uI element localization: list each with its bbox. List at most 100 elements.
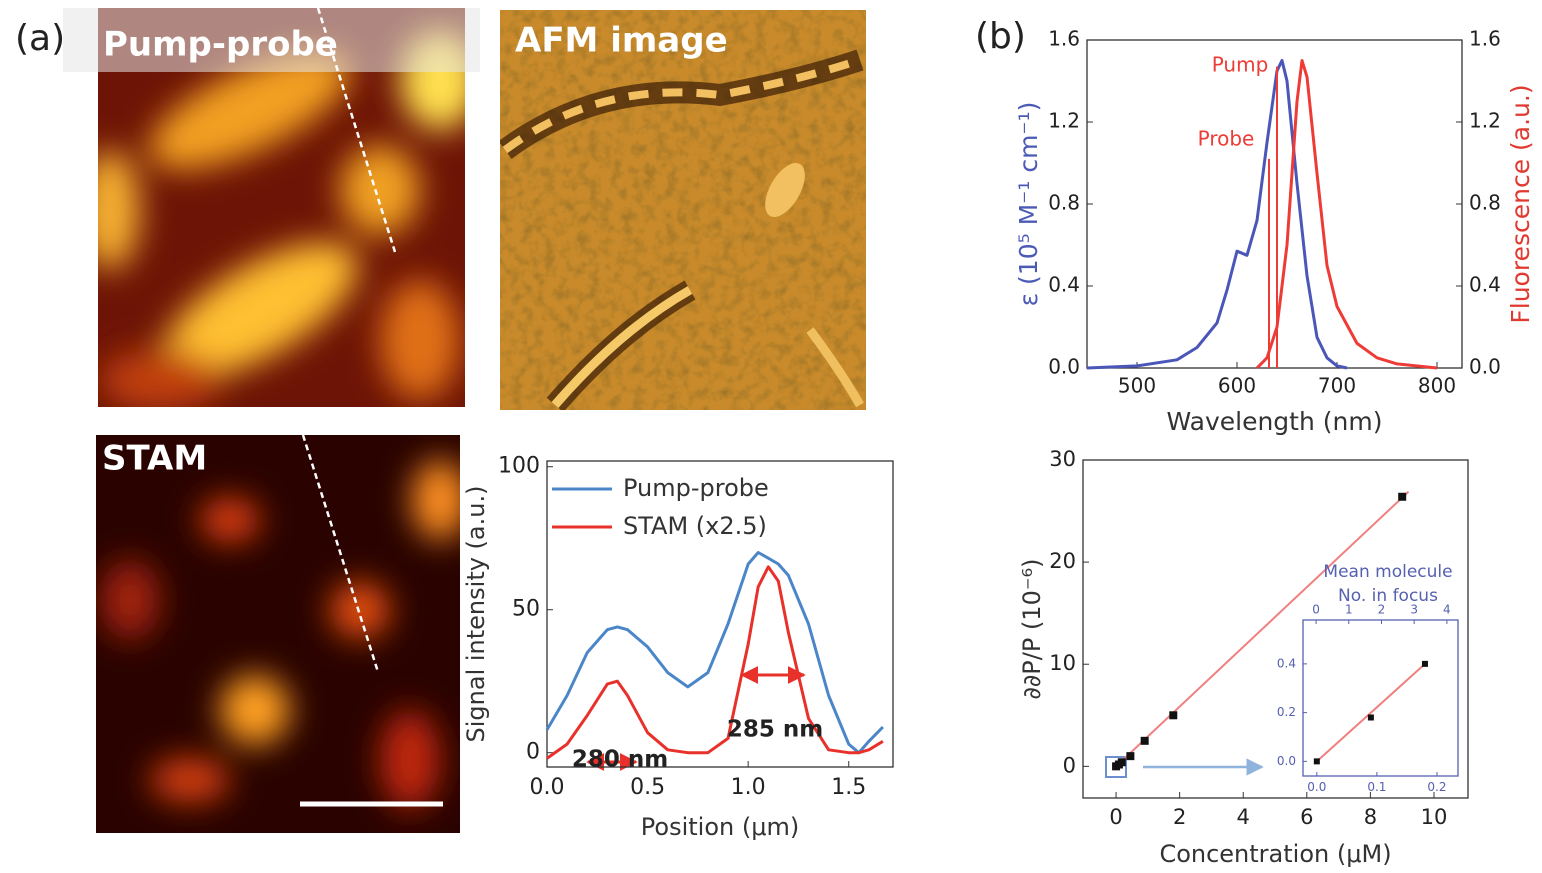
blob xyxy=(100,560,160,640)
x-tick-label: 700 xyxy=(1318,374,1356,398)
data-point xyxy=(1421,660,1428,667)
x-axis-label: Wavelength (nm) xyxy=(1167,407,1383,436)
x-tick-label: 0 xyxy=(1109,805,1122,829)
x-tick-label: 0.0 xyxy=(1307,780,1326,794)
blob xyxy=(148,51,352,169)
y-tick-label: 100 xyxy=(498,454,540,479)
x-tick-label: 0.1 xyxy=(1367,780,1386,794)
image-blobs xyxy=(100,460,460,810)
data-line xyxy=(1255,59,1438,370)
inset-title: Mean molecule xyxy=(1323,562,1452,582)
x-axis-label: Position (μm) xyxy=(641,813,799,841)
profile-line xyxy=(316,7,397,253)
y-tick-label: 0.0 xyxy=(1048,355,1080,379)
inset-title: No. in focus xyxy=(1338,586,1438,606)
x-tick-label: 6 xyxy=(1300,805,1313,829)
y-tick-label: 0.0 xyxy=(1277,754,1296,768)
afm-feature xyxy=(551,286,693,408)
x2-tick-label: 2 xyxy=(1378,603,1386,617)
data-point xyxy=(1117,758,1126,767)
x-tick-label: 1.5 xyxy=(831,775,866,800)
image-title: AFM image xyxy=(515,21,728,61)
blob xyxy=(98,150,140,270)
plot-frame xyxy=(1082,459,1469,799)
blob xyxy=(100,350,220,407)
panel-label: (b) xyxy=(975,16,1026,57)
fit-line xyxy=(1115,490,1410,768)
blob xyxy=(200,498,260,542)
x2-tick-label: 3 xyxy=(1410,603,1418,617)
data-point xyxy=(1367,714,1374,721)
data-point xyxy=(1126,752,1135,761)
zoom-box xyxy=(1105,756,1127,778)
y-tick-label: 30 xyxy=(1049,447,1076,471)
blob xyxy=(150,758,230,802)
y-tick-label: 50 xyxy=(512,597,540,622)
plot-frame xyxy=(1302,619,1459,777)
data-point xyxy=(1140,736,1149,745)
blob xyxy=(380,710,440,810)
plot-frame xyxy=(546,460,894,768)
x-tick-label: 0.0 xyxy=(530,775,565,800)
data-line xyxy=(1086,59,1348,370)
x-tick-label: 10 xyxy=(1421,805,1448,829)
x-tick-label: 8 xyxy=(1364,805,1377,829)
x-tick-label: 500 xyxy=(1118,374,1156,398)
blob xyxy=(412,460,460,540)
afm-feature xyxy=(765,162,805,218)
annotation: 285 nm xyxy=(727,717,823,743)
blob xyxy=(340,145,420,235)
y-tick-label: 0.8 xyxy=(1048,191,1080,215)
blob xyxy=(162,242,358,378)
data-line xyxy=(546,565,884,760)
x2-tick-label: 1 xyxy=(1345,603,1353,617)
fit-line xyxy=(1316,663,1426,763)
image-title: STAM xyxy=(102,439,207,479)
afm-feature xyxy=(806,327,864,408)
blob xyxy=(220,675,290,745)
y-axis-label: Signal intensity (a.u.) xyxy=(462,486,490,743)
y2-tick-label: 0.8 xyxy=(1469,191,1501,215)
pump-probe-image xyxy=(98,8,465,407)
x-tick-label: 1.0 xyxy=(731,775,766,800)
afm-feature xyxy=(502,56,862,154)
marker-label: Probe xyxy=(1198,127,1255,151)
y-tick-label: 0 xyxy=(526,740,540,765)
legend-label: Pump-probe xyxy=(623,474,769,502)
y2-tick-label: 1.2 xyxy=(1469,109,1501,133)
y-tick-label: 20 xyxy=(1049,549,1076,573)
data-line xyxy=(545,551,884,755)
panel-label: (a) xyxy=(15,18,65,59)
legend-label: STAM (x2.5) xyxy=(623,512,767,540)
y-tick-label: 0.2 xyxy=(1277,705,1296,719)
x-tick-label: 600 xyxy=(1218,374,1256,398)
y-tick-label: 0.4 xyxy=(1048,273,1080,297)
x2-tick-label: 4 xyxy=(1443,603,1451,617)
data-point xyxy=(1398,492,1407,501)
x-tick-label: 4 xyxy=(1237,805,1250,829)
x-tick-label: 0.5 xyxy=(630,775,665,800)
data-point xyxy=(1169,711,1178,720)
y2-tick-label: 0.0 xyxy=(1469,355,1501,379)
annotation: 280 nm xyxy=(572,747,668,773)
x-axis-label: Concentration (μM) xyxy=(1159,840,1391,868)
y-axis-label: ε (10⁵ M⁻¹ cm⁻¹) xyxy=(1014,102,1043,307)
afm-image xyxy=(500,10,866,410)
blob xyxy=(330,582,390,638)
y2-axis-label: Fluorescence (a.u.) xyxy=(1506,84,1535,323)
y2-tick-label: 0.4 xyxy=(1469,273,1501,297)
image-title: Pump-probe xyxy=(103,25,338,65)
x-tick-label: 0.2 xyxy=(1427,780,1446,794)
y-tick-label: 1.6 xyxy=(1048,27,1080,51)
profile-line xyxy=(301,434,380,673)
y-tick-label: 0 xyxy=(1063,753,1076,777)
x-tick-label: 800 xyxy=(1418,374,1456,398)
marker-label: Pump xyxy=(1212,53,1269,77)
blob xyxy=(380,280,460,400)
stam-image xyxy=(96,435,460,833)
y-tick-label: 10 xyxy=(1049,651,1076,675)
y-axis-label: ∂∂P/P (10⁻⁶) xyxy=(1018,558,1046,699)
y-tick-label: 0.4 xyxy=(1277,656,1296,670)
title-band xyxy=(63,8,480,72)
